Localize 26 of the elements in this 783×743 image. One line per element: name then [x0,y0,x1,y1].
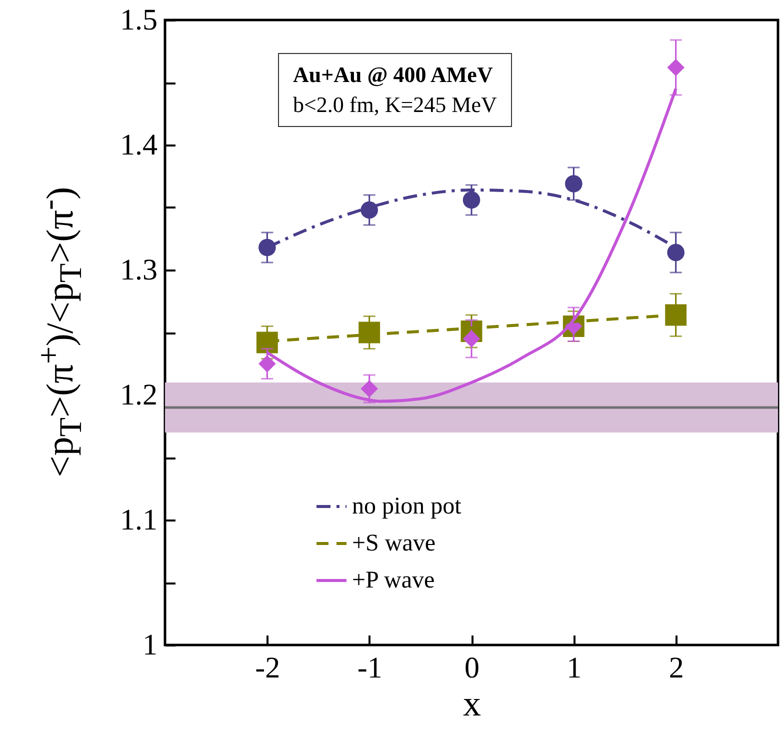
point [565,175,582,192]
x-axis-title: x [463,684,481,724]
point [462,191,480,209]
legend-label: +S wave [352,530,436,556]
annotation: b<2.0 fm, K=245 MeV [293,91,497,119]
point [258,355,276,372]
y-tick-label: 1.2 [120,378,158,412]
point [358,322,380,344]
annotation: Au+Au @ 400 AMeV [293,61,494,89]
legend-label: no pion pot [352,494,462,520]
y-tick-label: 1 [142,628,158,662]
x-tick-label: 0 [464,652,480,684]
point [360,201,378,219]
y-tick-label: 1.4 [120,128,158,162]
x-tick-label: -2 [255,652,280,684]
x-tick-label: 1 [566,652,582,684]
legend-label: +P wave [352,568,435,594]
x-tick-label: -1 [357,652,382,684]
y-tick-label: 1.5 [120,4,158,36]
point [667,244,684,262]
point [665,304,687,326]
y-tick-label: 1.1 [120,504,158,536]
point [667,58,684,76]
y-tick-label: 1.3 [120,254,158,286]
x-tick-label: 2 [668,652,684,684]
point [360,380,378,398]
